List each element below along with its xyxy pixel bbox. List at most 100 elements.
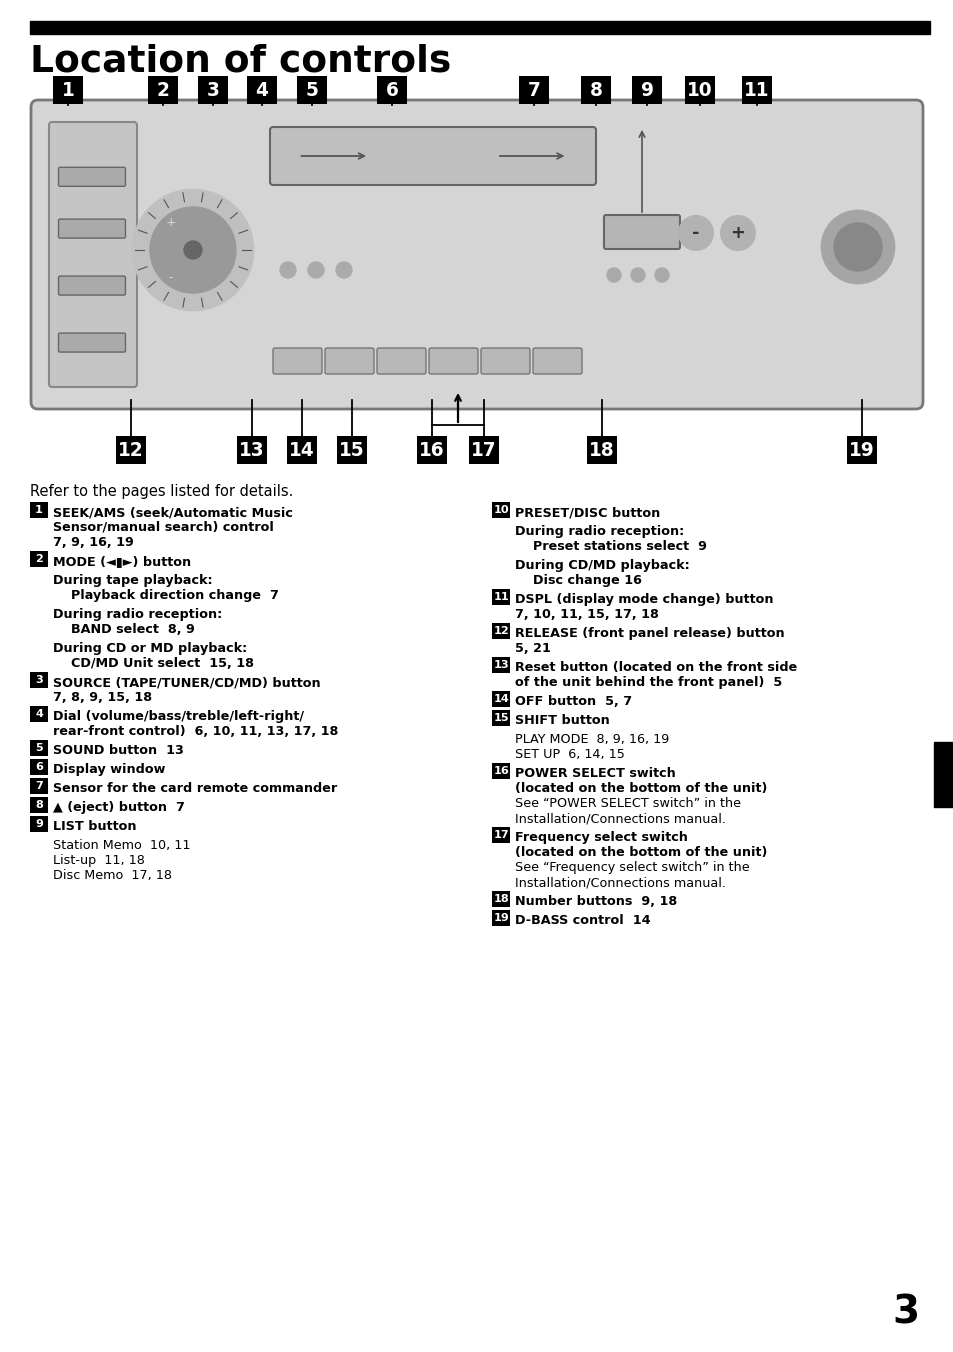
Text: Display window: Display window xyxy=(53,763,166,776)
Bar xyxy=(416,437,447,464)
Text: SEEK/AMS (seek/Automatic Music: SEEK/AMS (seek/Automatic Music xyxy=(53,506,293,519)
Circle shape xyxy=(280,262,295,279)
Circle shape xyxy=(655,268,668,283)
Text: -: - xyxy=(169,272,173,284)
FancyBboxPatch shape xyxy=(58,219,126,238)
Bar xyxy=(30,796,49,814)
Bar xyxy=(30,758,49,775)
Text: Refer to the pages listed for details.: Refer to the pages listed for details. xyxy=(30,484,294,499)
Bar xyxy=(30,740,49,756)
Bar xyxy=(336,437,367,464)
Text: PRESET/DISC button: PRESET/DISC button xyxy=(515,506,659,519)
Circle shape xyxy=(132,191,253,310)
Text: See “Frequency select switch” in the: See “Frequency select switch” in the xyxy=(515,861,749,873)
Text: 14: 14 xyxy=(289,441,314,460)
Text: 6: 6 xyxy=(35,763,43,772)
Text: Number buttons  9, 18: Number buttons 9, 18 xyxy=(515,895,677,909)
Circle shape xyxy=(335,262,352,279)
Text: PLAY MODE  8, 9, 16, 19: PLAY MODE 8, 9, 16, 19 xyxy=(515,733,669,746)
Text: 8: 8 xyxy=(589,81,601,100)
Bar xyxy=(30,502,49,518)
Text: Playback direction change  7: Playback direction change 7 xyxy=(53,589,279,602)
Text: Installation/Connections manual.: Installation/Connections manual. xyxy=(515,813,725,825)
Text: CD/MD Unit select  15, 18: CD/MD Unit select 15, 18 xyxy=(53,657,253,671)
Text: 16: 16 xyxy=(493,767,509,776)
Bar xyxy=(518,76,548,104)
Text: During radio reception:: During radio reception: xyxy=(53,608,222,621)
Bar xyxy=(492,710,510,726)
Circle shape xyxy=(150,207,235,293)
Circle shape xyxy=(679,216,712,250)
Text: 12: 12 xyxy=(118,441,144,460)
Text: (located on the bottom of the unit): (located on the bottom of the unit) xyxy=(515,846,767,859)
Text: 18: 18 xyxy=(493,894,509,904)
Bar xyxy=(53,76,83,104)
Bar xyxy=(30,22,929,34)
Circle shape xyxy=(720,216,754,250)
Text: SOURCE (TAPE/TUNER/CD/MD) button: SOURCE (TAPE/TUNER/CD/MD) button xyxy=(53,676,320,690)
Bar xyxy=(632,76,661,104)
Bar xyxy=(376,76,407,104)
Bar xyxy=(684,76,714,104)
Text: POWER SELECT switch: POWER SELECT switch xyxy=(515,767,676,780)
Text: D-BASS control  14: D-BASS control 14 xyxy=(515,914,650,927)
Bar xyxy=(30,706,49,722)
FancyBboxPatch shape xyxy=(30,100,923,410)
Text: 7, 8, 9, 15, 18: 7, 8, 9, 15, 18 xyxy=(53,691,152,704)
Text: Disc Memo  17, 18: Disc Memo 17, 18 xyxy=(53,869,172,882)
Text: Frequency select switch: Frequency select switch xyxy=(515,831,687,844)
Bar xyxy=(492,657,510,673)
Bar xyxy=(492,588,510,606)
Text: of the unit behind the front panel)  5: of the unit behind the front panel) 5 xyxy=(515,676,781,690)
Text: Station Memo  10, 11: Station Memo 10, 11 xyxy=(53,840,191,852)
Text: 15: 15 xyxy=(493,713,508,723)
Text: 7, 9, 16, 19: 7, 9, 16, 19 xyxy=(53,535,134,549)
Text: Installation/Connections manual.: Installation/Connections manual. xyxy=(515,876,725,890)
Text: 13: 13 xyxy=(239,441,265,460)
FancyBboxPatch shape xyxy=(58,333,126,352)
Text: 14: 14 xyxy=(493,694,509,704)
Text: 3: 3 xyxy=(892,1294,919,1332)
Text: 4: 4 xyxy=(35,708,43,719)
Text: LIST button: LIST button xyxy=(53,821,136,833)
Bar xyxy=(492,826,510,844)
Text: 5, 21: 5, 21 xyxy=(515,642,551,654)
FancyBboxPatch shape xyxy=(49,122,137,387)
Text: 12: 12 xyxy=(493,626,509,635)
Text: 1: 1 xyxy=(62,81,74,100)
FancyBboxPatch shape xyxy=(603,215,679,249)
Circle shape xyxy=(606,268,620,283)
FancyBboxPatch shape xyxy=(58,168,126,187)
Text: 16: 16 xyxy=(418,441,444,460)
Text: RELEASE (front panel release) button: RELEASE (front panel release) button xyxy=(515,627,784,639)
Text: 7: 7 xyxy=(527,81,539,100)
Bar xyxy=(296,76,327,104)
Text: During radio reception:: During radio reception: xyxy=(515,525,683,538)
Circle shape xyxy=(821,211,893,283)
Text: Preset stations select  9: Preset stations select 9 xyxy=(515,539,706,553)
FancyBboxPatch shape xyxy=(273,347,322,375)
Bar xyxy=(492,891,510,907)
Text: 3: 3 xyxy=(207,81,219,100)
FancyBboxPatch shape xyxy=(58,276,126,295)
Bar xyxy=(492,622,510,639)
Text: 5: 5 xyxy=(305,81,318,100)
Circle shape xyxy=(833,223,882,270)
FancyBboxPatch shape xyxy=(480,347,530,375)
Text: Dial (volume/bass/treble/left-right/: Dial (volume/bass/treble/left-right/ xyxy=(53,710,304,723)
FancyBboxPatch shape xyxy=(325,347,374,375)
Circle shape xyxy=(184,241,202,260)
Bar xyxy=(116,437,146,464)
Text: 9: 9 xyxy=(639,81,653,100)
Text: Location of controls: Location of controls xyxy=(30,45,451,80)
Text: DSPL (display mode change) button: DSPL (display mode change) button xyxy=(515,594,773,606)
Text: -: - xyxy=(692,224,699,242)
Bar xyxy=(933,742,953,807)
Text: 2: 2 xyxy=(156,81,170,100)
Text: SOUND button  13: SOUND button 13 xyxy=(53,744,184,757)
Bar xyxy=(580,76,610,104)
Text: 10: 10 xyxy=(686,81,712,100)
Circle shape xyxy=(308,262,324,279)
Text: SET UP  6, 14, 15: SET UP 6, 14, 15 xyxy=(515,748,624,761)
Text: 2: 2 xyxy=(35,554,43,564)
